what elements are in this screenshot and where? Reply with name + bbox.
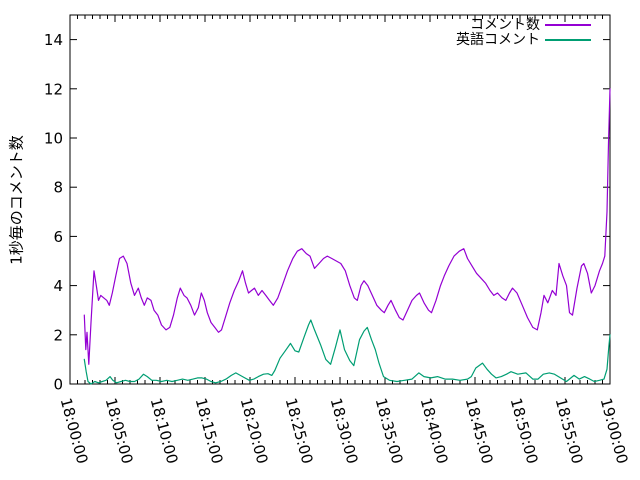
legend-label-comment-count: コメント数: [470, 17, 540, 33]
y-tick-label: 0: [53, 376, 63, 394]
y-tick-label: 10: [44, 130, 63, 148]
series-line-english-comments: [83, 319, 611, 385]
data-series-lines: [83, 88, 611, 385]
y-tick-label: 2: [53, 326, 63, 344]
y-tick-label: 8: [53, 179, 63, 197]
legend-line-sample-comment-count: [545, 24, 591, 26]
axis-ticks: [69, 15, 611, 385]
y-tick-label: 4: [53, 277, 63, 295]
legend-line-sample-english-comments: [545, 39, 591, 41]
y-tick-label: 6: [53, 228, 63, 246]
y-axis-tick-labels: 0 2 4 6 8 10 12 14: [44, 31, 63, 393]
legend-label-english-comments: 英語コメント: [456, 32, 540, 48]
series-line-comment-count: [83, 88, 611, 365]
y-tick-label: 14: [44, 31, 63, 49]
plot-frame: [69, 14, 611, 385]
y-tick-label: 12: [44, 80, 63, 98]
